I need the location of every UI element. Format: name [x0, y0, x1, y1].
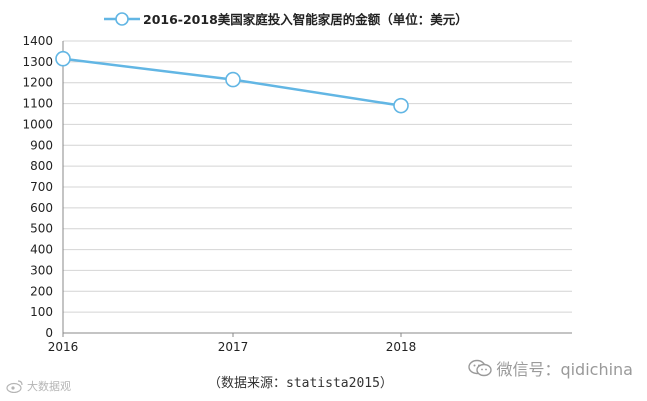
y-tick-label: 700 [30, 180, 53, 194]
legend: 2016-2018美国家庭投入智能家居的金额（单位：美元） [104, 12, 468, 27]
wechat-icon [468, 359, 493, 377]
y-tick-label: 1300 [22, 55, 53, 69]
wechat-id-text: 微信号：qidichina [496, 360, 633, 379]
y-tick-label: 800 [30, 159, 53, 173]
gridlines [63, 40, 572, 334]
x-tick-label: 2017 [218, 340, 249, 354]
weibo-icon [6, 380, 23, 393]
weibo-watermark-text: 大数据观 [27, 380, 71, 393]
y-tick-label: 1100 [22, 97, 53, 111]
y-tick-label: 900 [30, 138, 53, 152]
data-point [225, 71, 241, 88]
data-point [55, 50, 71, 67]
legend-marker [115, 12, 129, 26]
y-tick-label: 1200 [22, 76, 53, 90]
series [55, 50, 409, 114]
x-tick-label: 2016 [48, 340, 79, 354]
wechat-watermark: 微信号：qidichina [468, 356, 633, 380]
axes: 0 100 200 300 400 500 600 700 800 900 1000 1100 1200… [22, 34, 416, 354]
y-tick-label: 1400 [22, 34, 53, 48]
weibo-watermark: 大数据观 [6, 378, 71, 394]
source-note: （数据来源：statista2015） [208, 376, 393, 391]
y-tick-label: 400 [30, 243, 53, 257]
x-tick-label: 2018 [386, 340, 417, 354]
legend-label: 2016-2018美国家庭投入智能家居的金额（单位：美元） [143, 12, 468, 27]
y-tick-label: 1000 [22, 117, 53, 131]
y-tick-label: 300 [30, 263, 53, 277]
y-tick-label: 600 [30, 201, 53, 215]
y-tick-label: 0 [45, 326, 53, 340]
data-point [393, 97, 409, 114]
y-tick-label: 200 [30, 284, 53, 298]
y-tick-label: 500 [30, 222, 53, 236]
y-tick-label: 100 [30, 305, 53, 319]
